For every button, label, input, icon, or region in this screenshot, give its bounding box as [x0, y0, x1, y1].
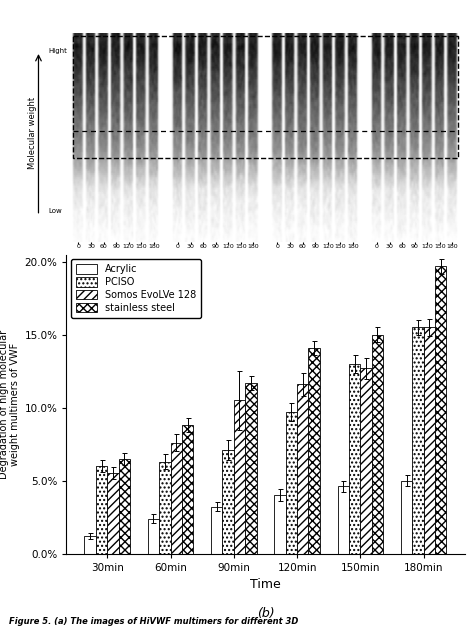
Text: Somos EvoLVe 128: Somos EvoLVe 128: [276, 260, 355, 269]
Bar: [222, 450, 234, 554]
X-axis label: Time: Time: [250, 578, 281, 591]
Bar: [274, 495, 286, 554]
Bar: [360, 369, 372, 554]
Bar: [245, 383, 256, 554]
Text: Low: Low: [48, 208, 62, 214]
Text: Acrylic: Acrylic: [102, 260, 130, 269]
Bar: [424, 328, 435, 554]
Text: PCISO: PCISO: [203, 260, 228, 269]
Bar: [349, 364, 360, 554]
Bar: [84, 536, 96, 554]
Bar: [148, 518, 159, 554]
Bar: [309, 348, 320, 554]
Legend: Acrylic, PCISO, Somos EvoLVe 128, stainless steel: Acrylic, PCISO, Somos EvoLVe 128, stainl…: [71, 259, 201, 318]
Bar: [96, 466, 107, 554]
Bar: [435, 266, 447, 554]
Text: (a): (a): [257, 324, 274, 337]
Bar: [412, 328, 424, 554]
Y-axis label: Degradation of high molecular
weight multimers of VWF: Degradation of high molecular weight mul…: [0, 330, 20, 479]
Bar: [107, 473, 118, 554]
Bar: [297, 384, 309, 554]
Text: Figure 5. (a) The images of HiVWF multimers for different 3D: Figure 5. (a) The images of HiVWF multim…: [9, 617, 299, 626]
Bar: [372, 335, 383, 554]
Bar: [159, 462, 171, 554]
Bar: [234, 401, 245, 554]
Bar: [171, 443, 182, 554]
Bar: [337, 486, 349, 554]
Bar: [118, 459, 130, 554]
Bar: [286, 412, 297, 554]
Text: Stainless steel: Stainless steel: [384, 260, 445, 269]
Bar: [73, 36, 458, 159]
Text: Hight: Hight: [48, 48, 67, 54]
Bar: [211, 507, 222, 554]
Text: Run time (min): Run time (min): [231, 289, 300, 299]
Text: (b): (b): [256, 608, 274, 620]
Text: Molecular weight: Molecular weight: [28, 97, 37, 169]
Bar: [401, 481, 412, 554]
Bar: [182, 425, 193, 554]
